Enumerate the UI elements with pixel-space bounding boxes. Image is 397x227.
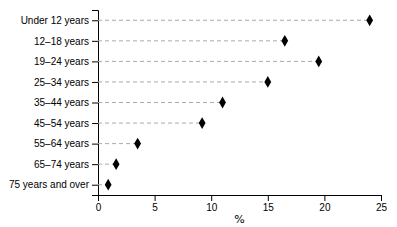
y-tick: 45–54 years	[34, 118, 98, 129]
y-tick-mark	[92, 164, 98, 165]
chart: 0 5 10 15 20 25 Under 12 years 12–18 years 19–24…	[0, 0, 397, 227]
x-tick-mark	[381, 195, 382, 201]
y-tick-label: 25–34 years	[34, 77, 89, 88]
y-tick-label: 35–44 years	[34, 97, 89, 108]
x-axis-title: %	[234, 213, 244, 226]
x-axis: 0 5 10 15 20 25	[96, 195, 388, 213]
x-tick: 15	[263, 195, 275, 213]
y-axis-line	[92, 11, 99, 196]
dot	[219, 97, 226, 109]
dot	[366, 14, 373, 26]
y-tick-mark	[92, 41, 98, 42]
dot	[134, 138, 141, 150]
x-tick-label: 20	[319, 202, 331, 213]
stem	[98, 102, 223, 103]
y-tick-label: 65–74 years	[34, 159, 89, 170]
y-tick: Under 12 years	[21, 15, 98, 26]
x-tick-label: 25	[376, 202, 388, 213]
y-tick: 19–24 years	[34, 56, 98, 67]
stem	[98, 123, 202, 124]
y-tick-mark	[92, 61, 98, 62]
x-tick: 20	[319, 195, 331, 213]
stem	[98, 40, 285, 41]
y-tick-label: 19–24 years	[34, 56, 89, 67]
y-tick-mark	[92, 82, 98, 83]
dot	[113, 158, 120, 170]
x-tick-mark	[268, 195, 269, 201]
stem	[98, 143, 138, 144]
y-tick-label: 55–64 years	[34, 138, 89, 149]
x-tick-mark	[155, 195, 156, 201]
y-axis: Under 12 years 12–18 years 19–24 years 25–3…	[9, 11, 99, 196]
y-tick-label: 45–54 years	[34, 118, 89, 129]
y-tick-mark	[92, 20, 98, 21]
stem	[98, 61, 319, 62]
y-tick-mark	[92, 144, 98, 145]
y-tick-mark	[92, 185, 98, 186]
x-tick-label: 0	[96, 202, 102, 213]
x-tick-label: 10	[206, 202, 218, 213]
y-tick: 25–34 years	[34, 77, 98, 88]
y-tick: 65–74 years	[34, 159, 98, 170]
y-tick: 35–44 years	[34, 97, 98, 108]
y-tick: 12–18 years	[34, 36, 98, 47]
y-tick-mark	[92, 123, 98, 124]
dot	[264, 76, 271, 88]
x-tick-mark	[324, 195, 325, 201]
stem	[98, 20, 370, 21]
marks	[98, 14, 373, 190]
x-tick-mark	[211, 195, 212, 201]
y-tick-label: 75 years and over	[9, 179, 90, 190]
y-tick-label: Under 12 years	[21, 15, 89, 26]
plot: 0 5 10 15 20 25 Under 12 years 12–18 years 19–24…	[9, 11, 388, 227]
x-tick-label: 15	[263, 202, 275, 213]
x-tick: 10	[206, 195, 218, 213]
y-tick: 55–64 years	[34, 138, 98, 149]
dot	[281, 35, 288, 47]
stem	[98, 81, 268, 82]
y-tick-label: 12–18 years	[34, 36, 89, 47]
x-tick-label: 5	[152, 202, 158, 213]
dot	[315, 56, 322, 68]
x-tick: 25	[376, 195, 388, 213]
y-tick: 75 years and over	[9, 179, 98, 190]
dot	[105, 179, 112, 191]
dot	[199, 117, 206, 129]
y-tick-mark	[92, 103, 98, 104]
x-axis-line	[99, 196, 382, 202]
x-tick: 5	[152, 195, 158, 213]
x-tick: 0	[96, 195, 102, 213]
